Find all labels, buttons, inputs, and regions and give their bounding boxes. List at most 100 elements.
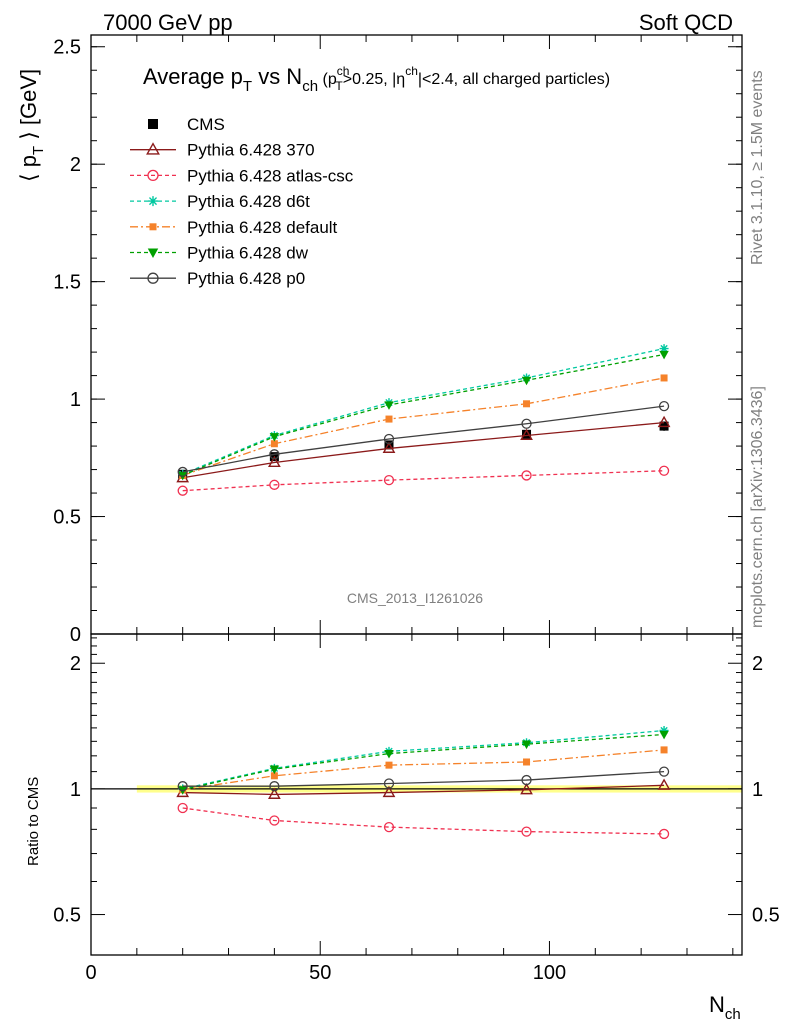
data-point (270, 440, 278, 448)
series-pythia-6-428-atlas-csc (177, 465, 670, 496)
legend: CMS Pythia 6.428 370 Pythia 6.428 atlas-cs… (130, 115, 354, 288)
legend-entry-pythia-6-428-dw: Pythia 6.428 dw (130, 244, 309, 263)
data-point (659, 344, 669, 354)
ratio-point (384, 749, 394, 759)
data-point (177, 466, 188, 478)
y-tick-label: 0.5 (53, 507, 81, 529)
ratio-x-axis: 0 50 100 (85, 634, 734, 984)
ratio-point (659, 730, 669, 740)
data-point (658, 465, 670, 476)
x-tick-label: 50 (309, 962, 331, 984)
ratio-point (657, 778, 671, 790)
legend-marker (147, 169, 159, 182)
data-point (269, 479, 280, 490)
legend-marker (149, 223, 157, 231)
ratio-y-tick-label-right: 1 (752, 779, 763, 801)
data-point (521, 376, 532, 386)
ratio-point (269, 781, 280, 792)
main-y-axis: 0.5 1 1.5 2 2.5 0 (53, 37, 742, 646)
data-point (521, 418, 532, 429)
y-tick-label: 2 (70, 154, 81, 176)
data-point (383, 474, 395, 486)
main-panel: 0.5 1 1.5 2 2.5 0 Average pT vs Nch (pch T>0.2… (16, 34, 743, 646)
series-line-pythia-6-428-d6t (182, 347, 665, 475)
ratio-point (660, 746, 668, 754)
data-point (269, 433, 280, 442)
ratio-series-pythia-6-428-p0 (177, 766, 670, 792)
data-point (269, 449, 280, 460)
series-line-pythia-6-428-370 (182, 421, 665, 479)
legend-label: Pythia 6.428 p0 (187, 269, 305, 288)
ratio-point (385, 761, 393, 769)
ratio-point (382, 785, 396, 798)
series-pythia-6-428-dw (177, 350, 669, 481)
legend-marker (147, 272, 159, 284)
data-point (384, 440, 394, 450)
rivet-version-label: Rivet 3.1.10, ≥ 1.5M events (749, 70, 766, 265)
ratio-line-pythia-6-428-370 (182, 784, 665, 796)
ratio-line-pythia-6-428-d6t (182, 729, 665, 790)
series-line-pythia-6-428-p0 (182, 405, 665, 473)
legend-label: Pythia 6.428 default (187, 218, 338, 237)
ratio-point (659, 726, 669, 736)
data-point (384, 401, 394, 410)
ratio-line-pythia-6-428-p0 (182, 770, 665, 787)
ratio-point (269, 765, 280, 775)
data-point (522, 429, 532, 439)
series-line-pythia-6-428-default (182, 377, 665, 477)
x-axis-label: Nch (709, 992, 741, 1023)
legend-marker (148, 196, 158, 207)
y-tick-label: 1 (70, 389, 81, 411)
legend-entry-cms: CMS (148, 115, 225, 134)
ratio-frame (90, 633, 743, 956)
legend-entry-pythia-6-428-atlas-csc: Pythia 6.428 atlas-csc (130, 166, 354, 185)
data-point (521, 470, 532, 481)
ratio-point (658, 766, 670, 777)
chart-title: Average pT vs Nch (pch T>0.25, |ηch|<2.4,… (143, 64, 610, 95)
legend-marker (146, 142, 160, 155)
legend-marker (147, 248, 159, 258)
series-pythia-6-428-370 (176, 415, 671, 483)
mcplots-reference-label: mcplots.cern.ch [arXiv:1306.3436] (749, 386, 766, 628)
ratio-line-pythia-6-428-atlas-csc (182, 807, 665, 835)
series-line-pythia-6-428-atlas-csc (182, 470, 665, 492)
ratio-y-tick-label: 0.5 (53, 905, 81, 927)
x-tick-label: 100 (533, 962, 566, 984)
ratio-point (521, 774, 532, 786)
ratio-series-layer (176, 726, 671, 840)
ratio-y-axis: 0.5 0.5 1 1 2 2 (53, 637, 780, 956)
ratio-y-tick-label-right: 2 (752, 653, 763, 675)
ratio-point (383, 778, 395, 789)
analysis-id-label: CMS_2013_I1261026 (347, 590, 483, 606)
ratio-point (383, 821, 395, 833)
ratio-series-pythia-6-428-dw (177, 730, 669, 795)
ratio-point (523, 758, 531, 766)
ratio-point (658, 828, 670, 840)
ratio-point (270, 772, 278, 780)
y-tick-label: 2.5 (53, 37, 81, 59)
legend-label: Pythia 6.428 370 (187, 141, 315, 160)
data-point (659, 350, 669, 360)
legend-entry-pythia-6-428-370: Pythia 6.428 370 (130, 141, 315, 160)
main-y-axis-label: ⟨ pT ⟩ [GeV] (16, 69, 47, 182)
ratio-point (521, 826, 532, 837)
main-x-axis (90, 35, 734, 634)
legend-label: Pythia 6.428 dw (187, 244, 309, 263)
series-pythia-6-428-p0 (177, 400, 670, 478)
legend-label: Pythia 6.428 atlas-csc (187, 166, 354, 185)
data-point (383, 433, 395, 445)
data-point (657, 415, 671, 428)
data-point (385, 415, 393, 423)
ratio-line-pythia-6-428-default (182, 749, 665, 791)
data-point (660, 374, 668, 382)
series-cms (178, 421, 669, 479)
legend-entry-pythia-6-428-d6t: Pythia 6.428 d6t (130, 192, 310, 211)
ratio-point (521, 740, 532, 750)
data-point (177, 485, 188, 496)
y-tick-label-zero: 0 (70, 624, 81, 646)
ratio-panel: 0.5 0.5 1 1 2 2 0 50 100 Ratio to CMS Nch (25, 633, 780, 1023)
legend-marker (148, 119, 158, 129)
series-pythia-6-428-default (179, 374, 668, 479)
data-point (520, 428, 533, 441)
ratio-y-tick-label: 2 (70, 653, 81, 675)
